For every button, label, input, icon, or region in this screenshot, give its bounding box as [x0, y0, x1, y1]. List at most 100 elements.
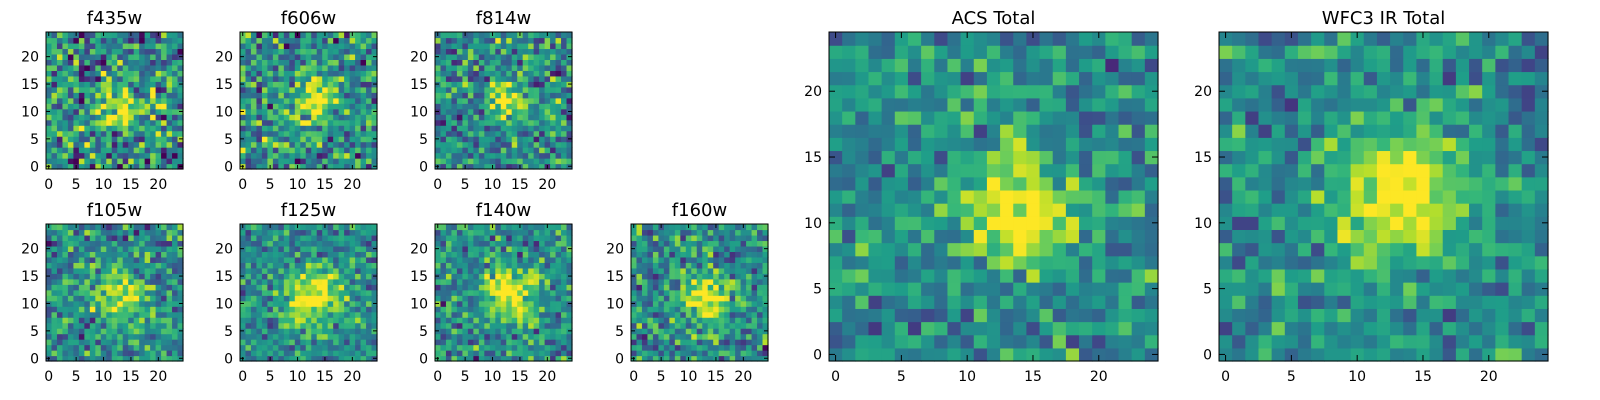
heatmap-cell — [762, 333, 769, 340]
heatmap-cell — [89, 273, 96, 280]
heatmap-cell — [1118, 242, 1133, 257]
heatmap-cell — [294, 152, 301, 159]
heatmap-cell — [440, 32, 447, 39]
heatmap-cell — [517, 339, 524, 346]
heatmap-cell — [355, 53, 362, 60]
heatmap-cell — [360, 333, 367, 340]
heatmap-cell — [691, 311, 698, 318]
heatmap-cell — [144, 295, 151, 302]
heatmap-cell — [500, 350, 507, 357]
heatmap-image — [46, 32, 184, 170]
heatmap-cell — [46, 284, 53, 291]
heatmap-cell — [489, 141, 496, 148]
heatmap-cell — [256, 42, 263, 50]
heatmap-cell — [327, 81, 334, 88]
heatmap-cell — [473, 240, 480, 247]
heatmap-cell — [344, 136, 351, 143]
heatmap-cell — [78, 234, 85, 242]
heatmap-cell — [550, 37, 557, 44]
heatmap-cell — [289, 103, 296, 110]
heatmap-cell — [440, 234, 447, 242]
heatmap-cell — [106, 300, 113, 307]
heatmap-cell — [462, 53, 469, 60]
heatmap-cell — [283, 141, 290, 148]
heatmap-cell — [478, 42, 485, 50]
heatmap-cell — [868, 321, 883, 336]
heatmap-cell — [435, 267, 442, 274]
heatmap-cell — [435, 284, 442, 291]
heatmap-cell — [62, 300, 69, 307]
heatmap-cell — [663, 256, 670, 263]
heatmap-cell — [478, 125, 485, 132]
heatmap-cell — [467, 240, 474, 247]
heatmap-cell — [881, 268, 896, 283]
heatmap-cell — [344, 130, 351, 137]
heatmap-cell — [117, 53, 124, 60]
heatmap-cell — [89, 37, 96, 44]
heatmap-cell — [355, 355, 362, 362]
heatmap-cell — [51, 234, 58, 242]
heatmap-cell — [305, 344, 312, 351]
heatmap-cell — [272, 108, 279, 115]
heatmap-cell — [128, 75, 135, 82]
heatmap-cell — [78, 136, 85, 143]
heatmap-cell — [1052, 189, 1067, 204]
heatmap-cell — [451, 300, 458, 307]
heatmap-cell — [500, 158, 507, 165]
heatmap-cell — [533, 256, 540, 263]
heatmap-cell — [440, 141, 447, 148]
heatmap-cell — [462, 322, 469, 329]
heatmap-cell — [511, 289, 518, 296]
heatmap-cell — [283, 158, 290, 165]
heatmap-cell — [371, 311, 378, 318]
heatmap-cell — [67, 328, 74, 335]
heatmap-cell — [550, 278, 557, 285]
heatmap-cell — [95, 273, 102, 280]
heatmap-cell — [322, 119, 329, 126]
heatmap-cell — [355, 141, 362, 148]
heatmap-cell — [261, 48, 268, 55]
heatmap-cell — [51, 240, 58, 247]
heatmap-cell — [327, 70, 334, 77]
heatmap-cell — [95, 141, 102, 148]
heatmap-cell — [327, 344, 334, 351]
heatmap-cell — [652, 344, 659, 351]
heatmap-cell — [360, 103, 367, 110]
heatmap-cell — [78, 240, 85, 247]
heatmap-cell — [566, 322, 573, 329]
heatmap-cell — [445, 86, 453, 93]
heatmap-cell — [539, 81, 546, 88]
heatmap-cell — [161, 240, 168, 247]
heatmap-cell — [278, 256, 285, 263]
heatmap-cell — [740, 295, 747, 302]
heatmap-cell — [462, 152, 469, 159]
heatmap-cell — [67, 224, 74, 231]
heatmap-cell — [462, 262, 469, 269]
heatmap-cell — [484, 75, 491, 82]
heatmap-cell — [371, 322, 378, 329]
heatmap-cell — [95, 234, 102, 242]
heatmap-cell — [46, 158, 53, 165]
heatmap-cell — [685, 240, 692, 247]
heatmap-cell — [522, 322, 529, 329]
heatmap-cell — [669, 344, 676, 351]
heatmap-cell — [1065, 189, 1080, 204]
heatmap-cell — [139, 300, 146, 307]
heatmap-cell — [111, 251, 118, 258]
heatmap-cell — [46, 256, 53, 263]
heatmap-cell — [960, 176, 975, 191]
heatmap-cell — [1131, 308, 1146, 323]
heatmap-cell — [484, 251, 491, 258]
heatmap-cell — [740, 306, 747, 313]
heatmap-cell — [117, 262, 124, 269]
heatmap-cell — [139, 234, 146, 242]
heatmap-cell — [669, 240, 676, 247]
heatmap-cell — [122, 350, 129, 357]
heatmap-cell — [506, 355, 513, 362]
heatmap-cell — [89, 306, 96, 313]
heatmap-cell — [56, 53, 64, 60]
heatmap-cell — [550, 32, 557, 39]
heatmap-cell — [702, 344, 709, 351]
heatmap-cell — [360, 339, 367, 346]
heatmap-cell — [566, 59, 573, 66]
